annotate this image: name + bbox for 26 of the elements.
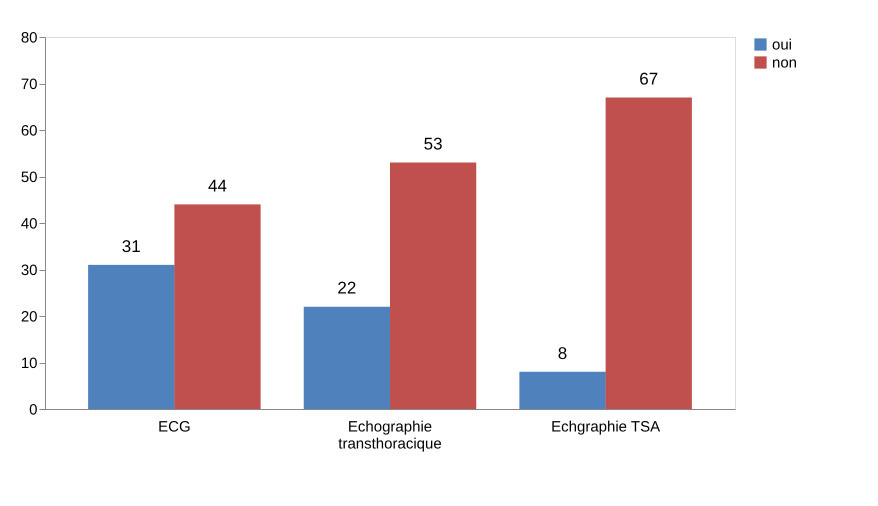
bar	[304, 306, 390, 409]
y-tick-label: 10	[20, 355, 38, 372]
data-label: 31	[122, 236, 141, 256]
y-tick-label: 0	[29, 402, 38, 418]
y-tick-label: 30	[20, 262, 38, 279]
y-tick-label: 40	[20, 216, 38, 232]
y-tick-label: 50	[20, 169, 38, 186]
bar	[606, 97, 692, 409]
y-tick-label: 80	[20, 30, 38, 46]
y-tick-label: 70	[20, 76, 38, 93]
data-label: 67	[639, 69, 658, 88]
legend-label: non	[772, 54, 798, 72]
x-tick-label: Echgraphie TSA	[551, 418, 660, 436]
data-label: 53	[424, 134, 443, 154]
y-tick-label: 20	[20, 308, 38, 326]
bar	[519, 372, 606, 409]
y-tick-label: 60	[20, 122, 38, 140]
data-label: 22	[337, 278, 356, 298]
x-tick-label: ECG	[158, 418, 191, 436]
bar	[88, 264, 174, 409]
bar	[174, 204, 261, 409]
data-label: 44	[208, 176, 227, 196]
legend-label: oui	[772, 36, 792, 54]
data-label: 8	[558, 344, 568, 363]
bar	[390, 162, 476, 409]
x-tick-label: Echographie transthoracique	[338, 418, 442, 452]
